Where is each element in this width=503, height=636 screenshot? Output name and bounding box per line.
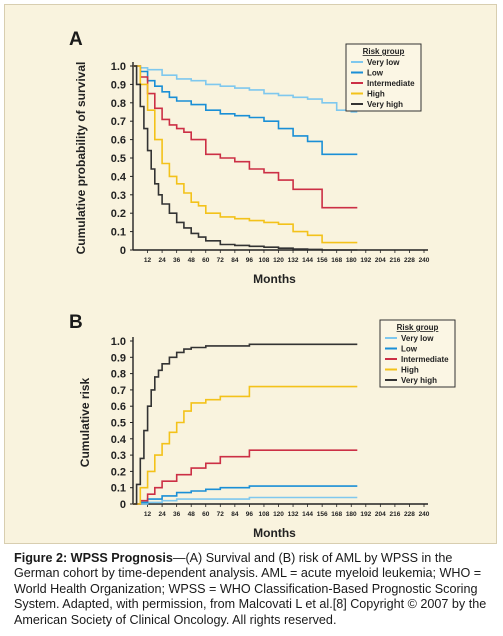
legend-label-a-very-high: Very high [367,100,403,109]
x-tick-label-a: 240 [419,257,430,264]
legend-label-b-intermediate: Intermediate [401,355,449,364]
x-tick-label-b: 120 [273,511,284,518]
x-tick-label-b: 24 [158,511,166,518]
x-tick-label-b: 228 [404,511,415,518]
series-line-b-intermediate [133,449,358,505]
x-tick-label-b: 48 [188,511,196,518]
y-tick-label-a: 0.6 [111,135,126,147]
caption-bold-prefix: Figure 2: WPSS Prognosis [14,551,173,565]
x-tick-label-a: 204 [375,257,386,264]
x-tick-label-a: 144 [302,257,313,264]
x-tick-label-a: 24 [158,257,166,264]
x-tick-label-a: 120 [273,257,284,264]
caption-text: —(A) Survival and (B) risk of AML by WPS… [14,551,487,627]
series-line-a-intermediate [133,65,358,209]
y-tick-label-a: 0.2 [111,208,126,220]
x-tick-label-a: 48 [188,257,196,264]
y-tick-label-b: 0.1 [111,483,126,495]
y-tick-label-b: 0.9 [111,352,126,364]
x-tick-label-a: 216 [389,257,400,264]
figure-caption: Figure 2: WPSS Prognosis—(A) Survival an… [14,551,492,628]
y-axis-title-b: Cumulative risk [78,377,92,467]
legend-label-b-very-high: Very high [401,376,437,385]
x-tick-label-b: 84 [231,511,239,518]
legend-box-b [379,319,456,388]
x-tick-label-a: 96 [246,257,254,264]
series-line-b-very-high [133,343,358,505]
x-tick-label-b: 168 [331,511,342,518]
y-tick-label-b: 0.6 [111,401,126,413]
x-tick-label-b: 240 [419,511,430,518]
x-tick-label-a: 60 [202,257,210,264]
y-tick-label-a: 0.3 [111,190,126,202]
legend-label-a-high: High [367,90,385,99]
x-tick-label-a: 72 [217,257,225,264]
x-tick-label-b: 144 [302,511,313,518]
x-axis-title-b: Months [253,526,296,540]
x-tick-label-b: 60 [202,511,210,518]
x-tick-label-a: 180 [346,257,357,264]
y-tick-label-a: 0.8 [111,98,126,110]
x-tick-label-a: 36 [173,257,181,264]
series-line-b-very-low [133,496,358,505]
y-tick-label-b: 0.4 [111,434,127,446]
legend-label-b-very-low: Very low [401,334,434,343]
x-tick-label-b: 216 [389,511,400,518]
series-line-a-low [133,65,358,156]
x-tick-label-a: 156 [317,257,328,264]
y-tick-label-a: 0.1 [111,227,126,239]
series-line-a-high [133,65,358,244]
y-tick-label-a: 0.5 [111,153,126,165]
y-tick-label-b: 0.3 [111,450,126,462]
y-tick-label-b: 0.8 [111,369,126,381]
x-tick-label-b: 156 [317,511,328,518]
x-tick-label-b: 192 [360,511,371,518]
y-axis-title-a: Cumulative probability of survival [74,62,88,255]
x-tick-label-a: 192 [360,257,371,264]
x-tick-label-b: 36 [173,511,181,518]
x-tick-label-b: 96 [246,511,254,518]
x-tick-label-b: 12 [144,511,152,518]
series-line-b-high [133,385,358,505]
y-tick-label-b: 0.5 [111,418,126,430]
x-tick-label-a: 12 [144,257,152,264]
x-tick-label-b: 204 [375,511,386,518]
series-line-b-low [133,485,358,505]
x-tick-label-a: 168 [331,257,342,264]
y-tick-label-b: 0 [120,499,126,511]
x-tick-label-b: 180 [346,511,357,518]
y-tick-label-a: 0.4 [111,171,127,183]
figure-panel: A 0 0.1 0.2 0.3 0.4 0.5 0.6 0.7 0.8 0.9 1.0 12 24 36 48… [4,4,497,544]
y-tick-label-a: 0.9 [111,79,126,91]
y-tick-label-a: 0.7 [111,116,126,128]
series-line-a-very-low [133,65,358,113]
legend-title-a: Risk group [363,47,405,56]
y-tick-label-b: 1.0 [111,336,126,348]
x-tick-label-a: 108 [259,257,270,264]
legend-label-b-high: High [401,366,419,375]
legend-label-a-very-low: Very low [367,58,400,67]
x-tick-label-a: 84 [231,257,239,264]
y-tick-label-b: 0.2 [111,466,126,478]
x-axis-title-a: Months [253,272,296,286]
figure-canvas: A 0 0.1 0.2 0.3 0.4 0.5 0.6 0.7 0.8 0.9 1.0 12 24 36 48… [69,29,456,540]
panel-letter-a: A [69,29,83,50]
legend-label-a-intermediate: Intermediate [367,79,415,88]
x-tick-label-b: 108 [259,511,270,518]
legend-label-a-low: Low [367,69,384,78]
x-tick-label-b: 72 [217,511,225,518]
legend-label-b-low: Low [401,345,418,354]
y-tick-label-b: 0.7 [111,385,126,397]
x-tick-label-a: 228 [404,257,415,264]
x-tick-label-b: 132 [288,511,299,518]
x-tick-label-a: 132 [288,257,299,264]
legend-title-b: Risk group [397,323,439,332]
y-tick-label-a: 1.0 [111,61,126,73]
panel-letter-b: B [69,312,83,333]
legend-box-a [345,43,422,112]
y-tick-label-a: 0 [120,245,126,257]
series-line-a-very-high [133,65,358,251]
